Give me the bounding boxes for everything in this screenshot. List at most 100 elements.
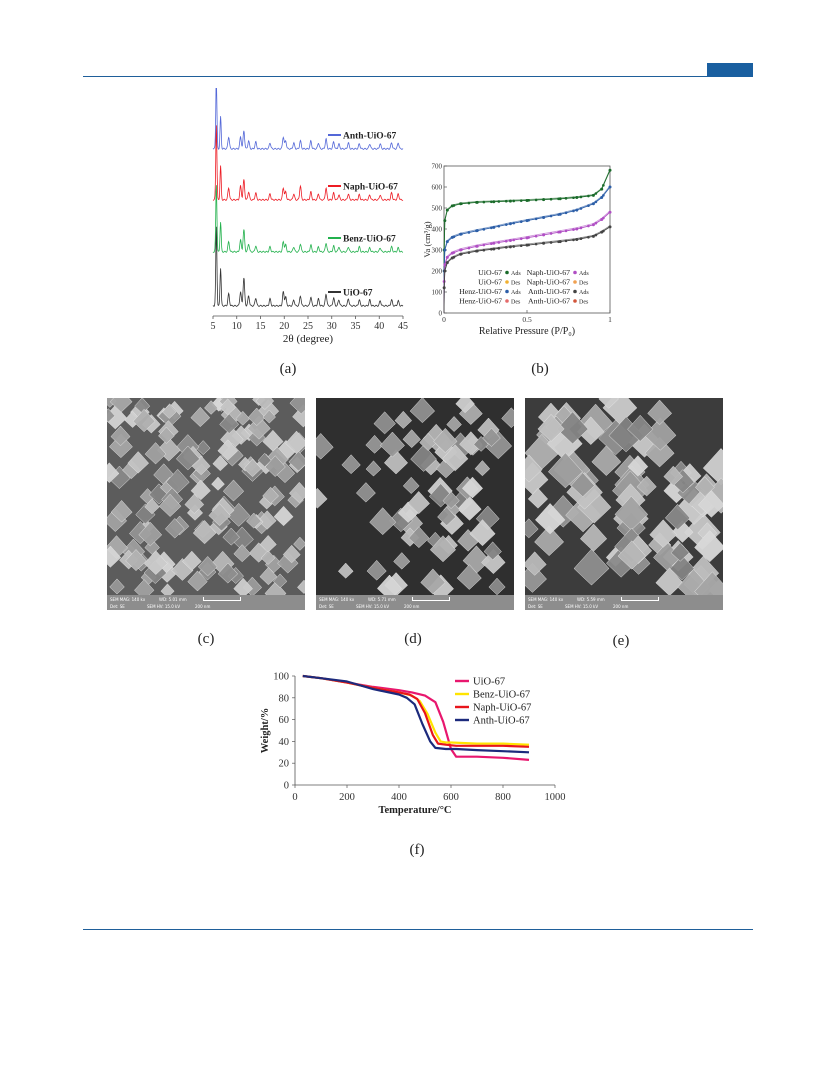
x-tick-label: 0 [442, 315, 446, 324]
isotherm-point-Naph-UiO-67 [557, 230, 560, 234]
isotherm-point-Anth-UiO-67 [527, 243, 530, 247]
legend-marker [505, 280, 509, 284]
legend-marker [573, 299, 577, 303]
sem-crystal [365, 460, 382, 477]
isotherm-point-UiO-67 [594, 192, 598, 195]
sem-crystal [262, 429, 284, 452]
sem-image-e: SEM MAG: 140 kx WD: 5.59 mm Det: SE SEM HV:… [525, 398, 723, 610]
isotherm-point-UiO-67 [482, 200, 486, 204]
isotherm-point-Benz-UiO-67 [475, 229, 478, 233]
sem-crystal [192, 520, 217, 545]
sem-crystal [573, 548, 610, 586]
sem-crystal [138, 521, 163, 547]
sem-crystal [243, 458, 262, 478]
sem-crystal [525, 518, 539, 539]
sem-crystal [481, 548, 506, 575]
tga-line-Anth-UiO-67 [302, 674, 530, 754]
sem-crystal [636, 475, 657, 497]
sem-crystal [262, 409, 276, 424]
sem-crystal [197, 556, 218, 577]
x-axis-label: Temperature/°C [378, 805, 451, 816]
isotherm-point-Naph-UiO-67 [608, 210, 612, 214]
caption-e: (e) [612, 633, 630, 649]
sem-crystal [456, 564, 482, 590]
sem-crystal [255, 398, 275, 410]
sem-crystal [556, 411, 589, 445]
isotherm-point-Benz-UiO-67 [504, 223, 508, 226]
isotherm-des-Naph-UiO-67 [443, 210, 611, 312]
sem-crystal [694, 530, 723, 563]
sem-crystal [474, 460, 491, 477]
isotherm-point-Naph-UiO-67 [497, 241, 501, 244]
x-tick-label: 15 [256, 321, 266, 332]
sem-crystal [162, 404, 177, 419]
isotherm-point-Naph-UiO-67 [467, 246, 471, 250]
legend-label-UiO-67: UiO-67 [473, 677, 505, 688]
sem-det: Det: SE [110, 604, 125, 609]
x-axis-label: Relative Pressure (P/P₀) [479, 326, 575, 337]
sem-image-c: SEM MAG: 140 kx WD: 5.01 mm Det: SE SEM HV:… [107, 398, 305, 610]
y-axis-label: Weight/% [260, 708, 271, 754]
isotherm-point-Anth-UiO-67 [534, 242, 538, 246]
sem-det: Det: SE [528, 604, 543, 609]
sem-wd: WD: 5.59 mm [577, 597, 605, 602]
sem-crystal [670, 542, 690, 562]
x-tick-label: 40 [374, 321, 384, 332]
sem-crystal [355, 482, 376, 503]
legend-label-Benz-UiO-67: Benz-UiO-67 [343, 235, 396, 245]
x-tick-label: 0 [292, 792, 297, 803]
isotherm-point-UiO-67 [475, 201, 478, 204]
sem-crystal [190, 479, 211, 501]
sem-crystal [134, 579, 155, 595]
legend-label: Anth-UiO-67 [528, 287, 570, 296]
sem-crystal [184, 493, 205, 514]
sem-crystal [222, 479, 245, 502]
sem-crystal [694, 476, 715, 497]
sem-crystal [379, 431, 405, 458]
sem-crystal [442, 444, 469, 472]
isotherm-point-Naph-UiO-67 [542, 233, 545, 237]
sem-crystal [217, 562, 239, 584]
sem-crystal [204, 400, 219, 415]
sem-crystal [260, 550, 276, 565]
sem-mag: SEM MAG: 140 kx [110, 597, 146, 602]
caption-f: (f) [409, 842, 425, 858]
sem-crystal [160, 583, 175, 595]
sem-crystal [107, 545, 122, 568]
sem-crystal [212, 455, 229, 472]
sem-det: Det: SE [319, 604, 334, 609]
sem-crystal [337, 562, 354, 579]
sem-crystal [429, 535, 457, 563]
legend-label: Henz-UiO-67 [459, 287, 502, 296]
x-tick-label: 200 [339, 792, 355, 803]
sem-crystal [457, 495, 482, 521]
isotherm-point-Anth-UiO-67 [587, 235, 590, 239]
sem-scale: 200 nm [195, 604, 211, 609]
isotherm-point-Anth-UiO-67 [512, 245, 516, 248]
legend-marker [505, 299, 509, 303]
sem-crystal [182, 550, 202, 571]
sem-texture [316, 398, 514, 595]
sem-crystal [195, 440, 211, 456]
isotherm-point-Benz-UiO-67 [591, 202, 595, 206]
sem-crystal [446, 416, 462, 432]
isotherm-point-Anth-UiO-67 [557, 240, 560, 244]
x-tick-label: 800 [495, 792, 511, 803]
isotherm-point-Anth-UiO-67 [508, 245, 512, 249]
sem-crystal [110, 500, 133, 523]
sem-crystal [591, 445, 622, 476]
sem-crystal [483, 541, 502, 561]
isotherm-point-Benz-UiO-67 [572, 209, 575, 213]
sem-crystal [125, 549, 147, 572]
isotherm-point-UiO-67 [579, 195, 583, 199]
legend-label-Naph-UiO-67: Naph-UiO-67 [473, 703, 531, 714]
sem-crystal [663, 465, 684, 486]
isotherm-point-Benz-UiO-67 [527, 218, 530, 222]
isotherm-point-Anth-UiO-67 [467, 251, 471, 254]
sem-crystal [525, 551, 547, 576]
isotherm-point-Naph-UiO-67 [579, 226, 583, 230]
y-tick-label: 100 [432, 289, 443, 297]
x-tick-label: 25 [303, 321, 313, 332]
isotherm-point-Benz-UiO-67 [602, 194, 605, 197]
isotherm-point-Anth-UiO-67 [519, 244, 523, 248]
